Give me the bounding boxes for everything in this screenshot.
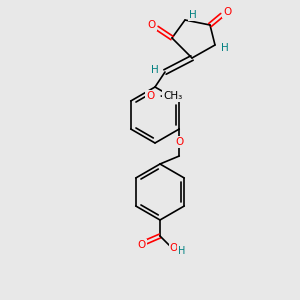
Text: O: O	[175, 137, 183, 147]
Text: O: O	[138, 240, 146, 250]
Text: H: H	[189, 10, 197, 20]
Text: O: O	[146, 91, 154, 101]
Text: O: O	[148, 20, 156, 30]
Text: O: O	[170, 243, 178, 253]
Text: H: H	[151, 65, 159, 75]
Text: H: H	[221, 43, 229, 53]
Text: O: O	[223, 7, 231, 17]
Text: H: H	[178, 246, 186, 256]
Text: CH₃: CH₃	[163, 91, 182, 101]
